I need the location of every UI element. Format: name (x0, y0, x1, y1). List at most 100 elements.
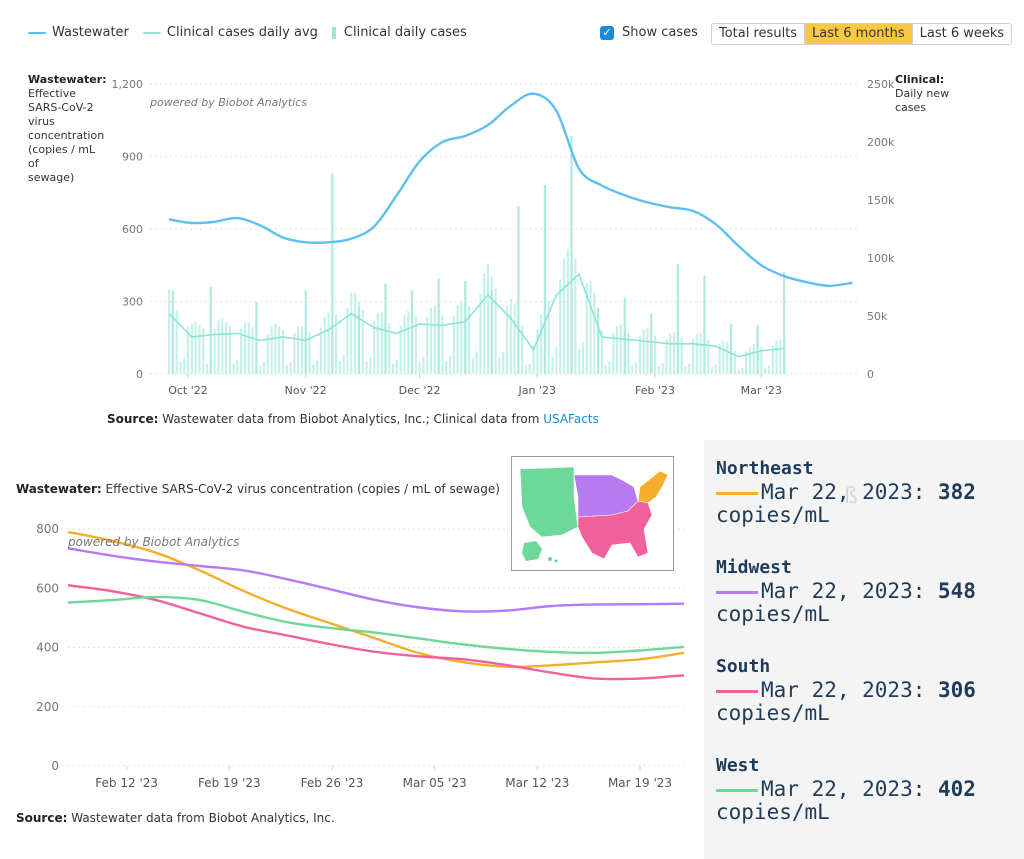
range-button-6-weeks[interactable]: Last 6 weeks (919, 26, 1005, 41)
show-cases-toggle[interactable]: ✓ Show cases (600, 25, 698, 40)
daily-case-bar (274, 323, 277, 374)
region-number: 306 (938, 678, 976, 702)
daily-case-bar (422, 356, 425, 374)
region-unit: copies/mL (716, 503, 830, 527)
daily-case-bar (619, 324, 623, 374)
region-date: Mar 22, 2023: (761, 678, 939, 702)
y-left-tick-label: 1,200 (112, 78, 144, 91)
map-region-hawaii[interactable] (548, 557, 552, 561)
daily-case-bar-peak (570, 136, 573, 374)
region-unit: copies/mL (716, 701, 830, 725)
daily-case-bar (604, 364, 607, 374)
daily-case-bar (426, 317, 429, 374)
daily-case-bar (528, 363, 531, 374)
map-region-alaska[interactable] (522, 541, 542, 561)
daily-case-bar (414, 316, 417, 374)
region-entry-midwest: Midwest Mar 22, 2023: 548 copies/mL (716, 557, 976, 626)
daily-case-bar (574, 258, 577, 374)
left-axis-title-line: (copies / mL of (28, 143, 96, 170)
daily-case-bar (547, 301, 550, 374)
region-unit: copies/mL (716, 602, 830, 626)
show-cases-label: Show cases (622, 25, 698, 40)
y-tick-label: 600 (36, 581, 59, 595)
daily-case-bar (369, 356, 372, 374)
daily-case-bar (722, 341, 725, 374)
regional-values-panel: ß Northeast Mar 22, 2023: 382 copies/mL Mid… (704, 440, 1024, 859)
daily-case-bar (471, 358, 474, 374)
region-name: Midwest (716, 557, 792, 578)
map-region-south[interactable] (577, 500, 653, 560)
region-line-swatch-icon (716, 689, 758, 693)
legend-item-clinical-daily[interactable]: Clinical daily cases (331, 25, 467, 40)
daily-case-bar (653, 335, 657, 374)
daily-case-bar (293, 333, 296, 374)
legend-label-wastewater: Wastewater (52, 25, 129, 40)
left-axis-title-line: sewage) (28, 171, 75, 184)
daily-case-bar (726, 342, 729, 374)
daily-case-bar (312, 364, 315, 374)
daily-case-bar (767, 365, 771, 374)
y-right-tick-label: 150k (867, 194, 895, 207)
usafacts-link[interactable]: USAFacts (543, 412, 599, 426)
range-button-6-months[interactable]: Last 6 months (805, 24, 913, 44)
daily-case-bar (646, 328, 649, 374)
regional-wastewater-chart: 0 200 400 600 800 Feb 12 '23 Feb 19 '23 Feb 26 … (36, 522, 685, 790)
daily-case-bar-peak (384, 283, 387, 374)
left-axis-title-line: virus (28, 115, 55, 128)
national-wastewater-chart: 0 300 600 900 1,200 0 50k 100k 150k 200k 250k Oct '… (112, 78, 895, 397)
bottom-chart-title: Wastewater: Effective SARS-CoV-2 virus c… (16, 482, 500, 496)
watermark: powered by Biobot Analytics (67, 535, 239, 549)
x-tick-label: Feb '23 (635, 384, 675, 397)
daily-case-bar (710, 366, 714, 374)
daily-cases-bars (167, 136, 786, 374)
daily-case-bar (213, 328, 216, 374)
daily-case-bar (672, 331, 676, 374)
daily-case-bar (559, 279, 562, 374)
top-chart-source: Source: Wastewater data from Biobot Anal… (107, 412, 599, 426)
daily-case-bar-peak (209, 287, 212, 374)
checkbox-checked-icon[interactable]: ✓ (600, 25, 614, 40)
map-region-west[interactable] (519, 466, 579, 538)
daily-case-bar (642, 329, 645, 374)
map-region-northeast[interactable] (637, 470, 669, 504)
y-tick-label: 400 (36, 641, 59, 655)
region-number: 382 (938, 480, 976, 504)
daily-case-bar (175, 310, 178, 374)
daily-case-bar (251, 327, 254, 374)
daily-case-bar (327, 312, 330, 374)
daily-case-bar (483, 273, 486, 374)
daily-case-bar (240, 328, 243, 374)
us-map-icon (519, 466, 669, 563)
daily-case-bar (521, 325, 524, 374)
daily-case-bar (752, 344, 755, 374)
chart-legend: Wastewater Clinical cases daily avg Clin… (28, 25, 481, 40)
daily-case-bar (589, 281, 592, 374)
daily-case-bar (205, 364, 209, 374)
region-value: Mar 22, 2023: 306 copies/mL (716, 679, 976, 725)
range-button-total[interactable]: Total results (712, 24, 806, 44)
daily-case-bar (232, 363, 235, 374)
region-line-northeast (67, 530, 685, 669)
legend-item-wastewater[interactable]: Wastewater (28, 25, 129, 40)
y-right-tick-label: 250k (867, 78, 895, 91)
y-left-tick-label: 0 (136, 368, 143, 381)
daily-case-bar (441, 315, 444, 374)
y-right-tick-label: 50k (867, 310, 888, 323)
right-axis-title-line: cases (895, 101, 927, 114)
daily-case-bar (479, 293, 482, 374)
daily-case-bar-peak (703, 275, 706, 374)
daily-case-bar (661, 363, 664, 374)
daily-case-bar (779, 338, 782, 374)
us-region-map[interactable] (511, 456, 674, 571)
x-tick-label: Dec '22 (399, 384, 441, 397)
legend-item-clinical-avg[interactable]: Clinical cases daily avg (142, 25, 318, 40)
daily-case-bar-peak (650, 313, 653, 374)
daily-case-bar (707, 339, 710, 374)
source-label: Source: (16, 811, 68, 825)
map-region-hawaii[interactable] (554, 559, 558, 563)
daily-case-bar (585, 283, 588, 374)
daily-case-bar-peak (437, 278, 440, 374)
daily-case-bar (657, 366, 660, 374)
daily-case-bar (745, 351, 748, 374)
daily-case-bar-peak (783, 271, 786, 374)
